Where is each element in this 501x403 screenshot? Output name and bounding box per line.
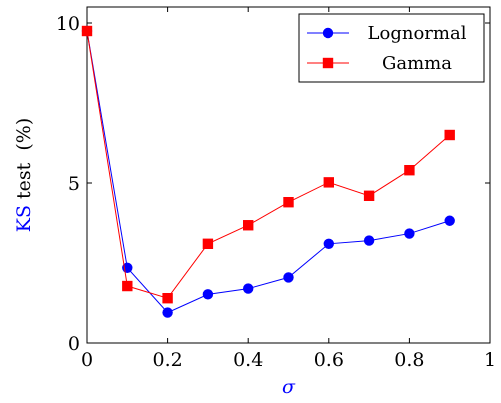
data-point	[404, 228, 415, 239]
series-group	[81, 25, 455, 318]
data-point	[363, 235, 375, 246]
y-axis-label-rest: test (%)	[13, 118, 35, 205]
x-tick-label: 1	[484, 349, 496, 371]
data-point	[283, 197, 294, 208]
data-point	[283, 272, 294, 283]
series-gamma	[81, 25, 455, 304]
data-point	[444, 129, 455, 141]
y-axis-label: KS test (%)	[13, 118, 35, 232]
x-axis-label: σ	[282, 376, 296, 398]
data-point	[162, 307, 173, 318]
y-tick-label: 0	[68, 333, 80, 355]
data-point	[444, 215, 455, 226]
x-tick-label: 0.8	[394, 349, 424, 371]
series-line	[86, 30, 451, 299]
y-tick-label: 5	[68, 173, 80, 195]
data-point	[323, 238, 334, 249]
data-point	[81, 25, 93, 37]
y-axis-label-accent: KS	[13, 205, 35, 232]
plot-frame	[86, 6, 491, 344]
axis-ticks	[86, 7, 491, 344]
legend-box	[298, 13, 485, 83]
x-tick-label: 0.4	[233, 349, 263, 371]
data-point	[404, 165, 415, 176]
data-point	[202, 289, 214, 300]
data-point	[202, 238, 214, 249]
data-point	[162, 293, 173, 304]
legend-label: Lognormal	[368, 23, 467, 44]
legend-marker	[322, 27, 334, 39]
legend-entries: Lognormal Gamma	[307, 23, 467, 74]
data-point	[243, 283, 254, 294]
data-point	[323, 177, 334, 188]
x-tick-label: 0	[81, 349, 93, 371]
series-lognormal	[81, 25, 455, 318]
x-tick-label: 0.2	[152, 349, 182, 371]
data-point	[243, 220, 254, 231]
legend: Lognormal Gamma	[298, 13, 485, 83]
legend-label: Gamma	[382, 53, 452, 74]
legend-marker	[322, 57, 334, 69]
data-point	[363, 190, 375, 201]
legend-entry-lognormal: Lognormal	[307, 23, 467, 44]
x-tick-label: 0.6	[314, 349, 344, 371]
legend-entry-gamma: Gamma	[307, 53, 452, 74]
series-line	[86, 30, 450, 314]
data-point	[122, 280, 133, 292]
y-tick-label: 10	[56, 13, 80, 35]
